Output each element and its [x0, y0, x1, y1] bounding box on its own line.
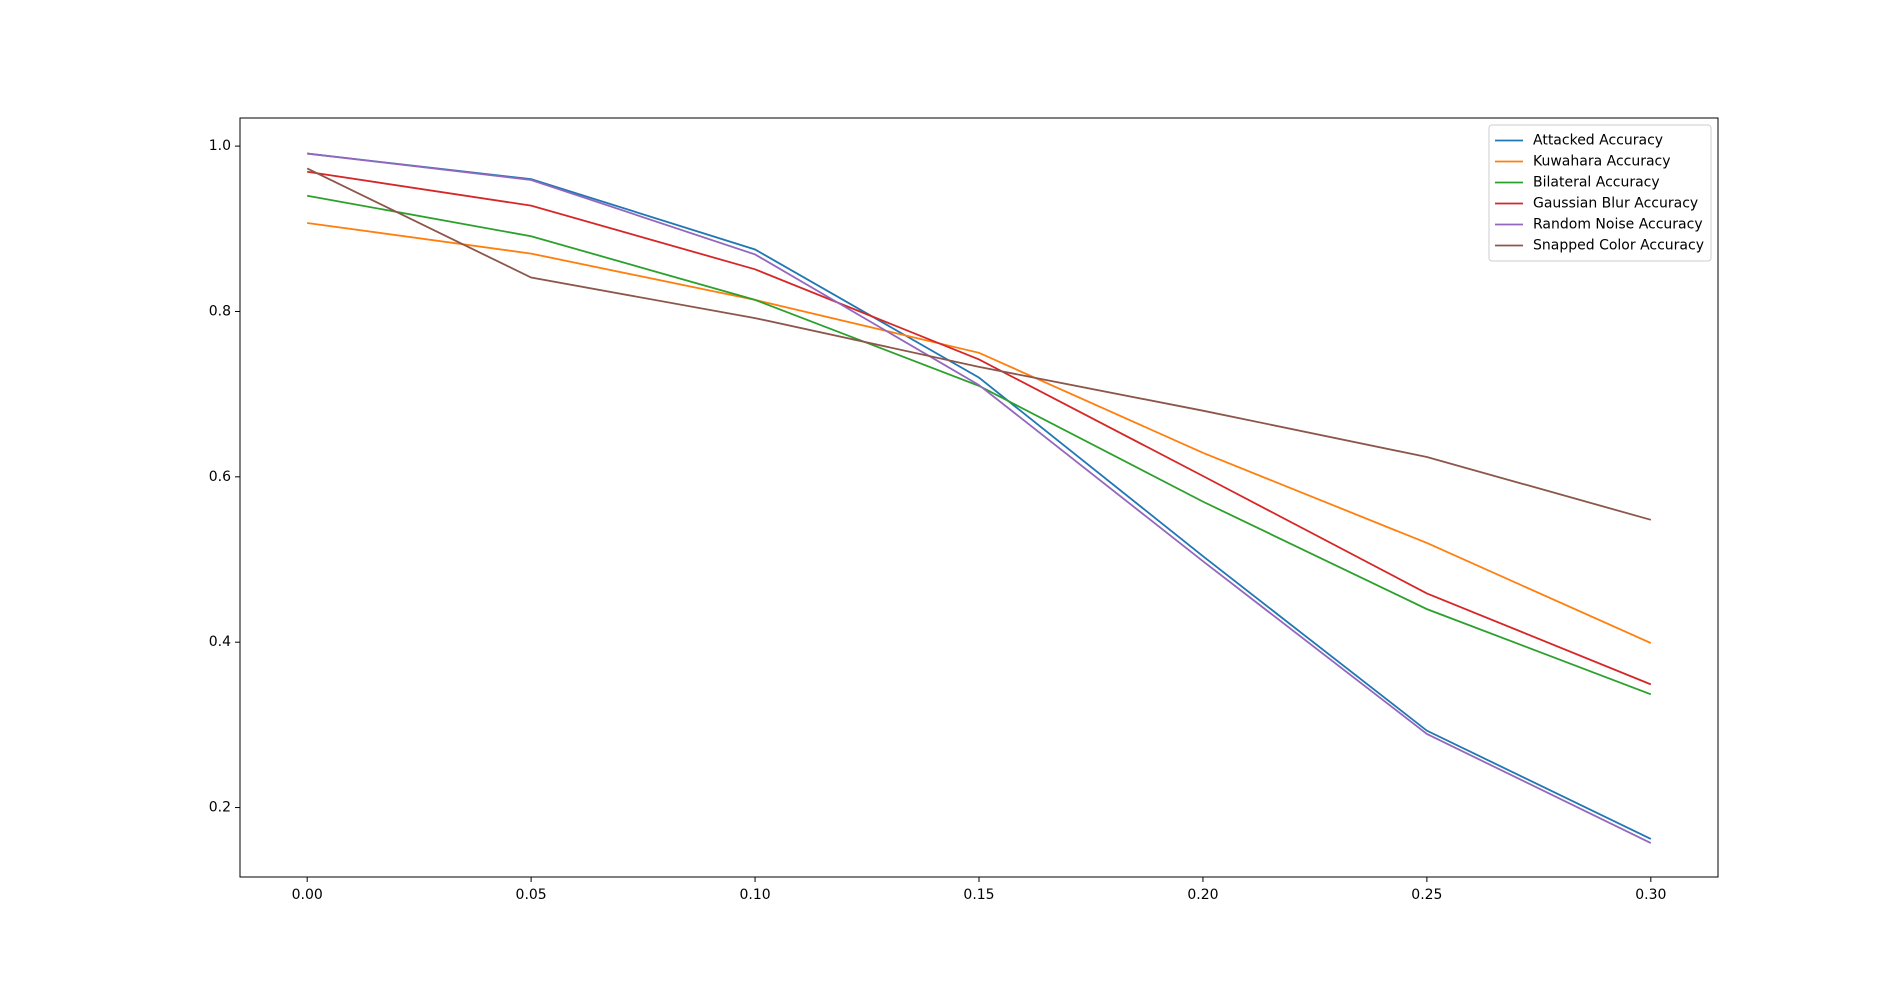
series-line	[307, 152, 1652, 840]
series-line	[307, 194, 1652, 696]
y-tick-label: 0.2	[209, 800, 231, 816]
plot-frame	[239, 117, 1719, 878]
series-line	[307, 222, 1652, 644]
legend-label: Attacked Accuracy	[1533, 133, 1663, 149]
legend-box	[1488, 124, 1712, 262]
x-tick-label: 0.05	[516, 887, 547, 903]
series-line	[306, 167, 1652, 521]
legend-label: Bilateral Accuracy	[1533, 175, 1660, 191]
x-tick-label: 0.10	[739, 887, 770, 903]
x-tick-label: 0.00	[292, 887, 323, 903]
y-tick-label: 0.6	[209, 469, 231, 485]
legend-label: Random Noise Accuracy	[1533, 217, 1703, 233]
x-tick-label: 0.25	[1411, 887, 1442, 903]
legend-label: Snapped Color Accuracy	[1533, 238, 1704, 254]
legend-label: Kuwahara Accuracy	[1533, 154, 1671, 170]
y-tick-label: 0.4	[209, 634, 231, 650]
legend: Attacked Accuracy Kuwahara Accuracy Bilate…	[1488, 124, 1712, 262]
x-tick-label: 0.20	[1187, 887, 1218, 903]
x-tick-label: 0.30	[1635, 887, 1666, 903]
series-line	[307, 152, 1652, 844]
legend-label: Gaussian Blur Accuracy	[1533, 196, 1698, 212]
y-tick-label: 0.8	[209, 303, 231, 319]
y-tick-label: 1.0	[209, 138, 231, 154]
series-line	[307, 170, 1652, 686]
x-tick-label: 0.15	[963, 887, 994, 903]
